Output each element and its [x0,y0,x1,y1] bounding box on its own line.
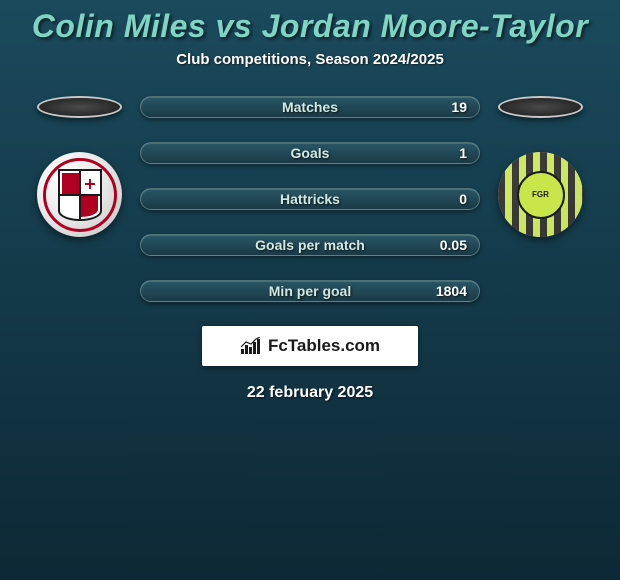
player-left-oval [37,96,122,118]
crest-left-shield [58,169,102,221]
comparison-container: Colin Miles vs Jordan Moore-Taylor Club … [0,0,620,402]
stat-row: Goals 1 [140,142,480,164]
stat-label: Matches [282,99,338,115]
stat-right-value: 1 [427,145,467,161]
attribution-text: FcTables.com [268,336,380,356]
stat-label: Min per goal [269,283,351,299]
stat-row: Hattricks 0 [140,188,480,210]
stat-label: Hattricks [280,191,340,207]
player-left-column [37,96,122,237]
stat-right-value: 1804 [427,283,467,299]
attribution-logo: FcTables.com [202,326,418,366]
stat-row: Min per goal 1804 [140,280,480,302]
stat-row: Goals per match 0.05 [140,234,480,256]
stat-right-value: 19 [427,99,467,115]
stat-label: Goals [291,145,330,161]
date-text: 22 february 2025 [247,384,373,402]
club-crest-right: FGR [498,152,583,237]
stats-list: Matches 19 Goals 1 Hattricks 0 Goals per… [140,96,480,302]
club-crest-left [37,152,122,237]
comparison-content: Matches 19 Goals 1 Hattricks 0 Goals per… [0,96,620,302]
subtitle: Club competitions, Season 2024/2025 [176,51,444,68]
crest-right-badge: FGR [517,171,565,219]
player-right-column: FGR [498,96,583,237]
stat-right-value: 0 [427,191,467,207]
stat-row: Matches 19 [140,96,480,118]
stat-right-value: 0.05 [427,237,467,253]
page-title: Colin Miles vs Jordan Moore-Taylor [32,8,588,45]
chart-icon [240,337,262,355]
player-right-oval [498,96,583,118]
stat-label: Goals per match [255,237,365,253]
